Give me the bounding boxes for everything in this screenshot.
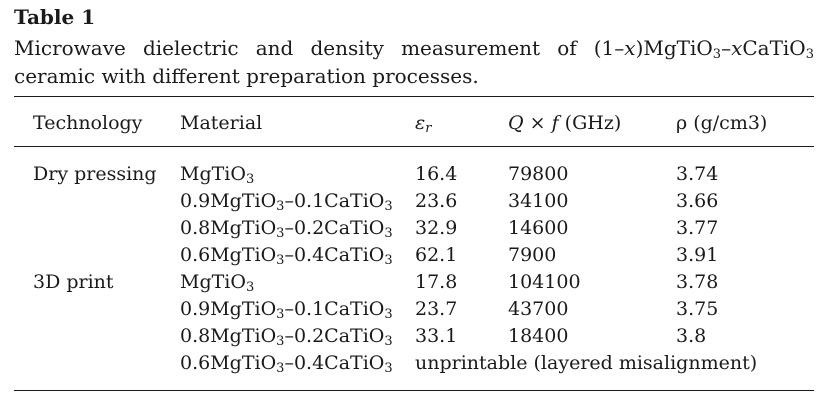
- cell-density: 3.75: [676, 298, 719, 320]
- caption-formula: (1–x)MgTiO3–xCaTiO3: [593, 36, 814, 62]
- cell-epsilon-r: 17.8: [415, 271, 458, 293]
- caption-word: density: [310, 36, 384, 60]
- cell-epsilon-r: 23.6: [415, 190, 458, 212]
- cell-qxf: 79800: [508, 163, 569, 185]
- cell-epsilon-r: 23.7: [415, 298, 458, 320]
- cell-epsilon-r: 16.4: [415, 163, 458, 185]
- cell-density: 3.74: [676, 163, 719, 185]
- cell-technology: Dry pressing: [33, 163, 157, 185]
- caption-line-1: Microwave dielectric and density measure…: [14, 34, 814, 62]
- top-rule: [14, 96, 814, 97]
- cell-qxf: 43700: [508, 298, 569, 320]
- header-density: ρ (g/cm3): [676, 112, 768, 134]
- cell-density: 3.77: [676, 217, 719, 239]
- header-technology: Technology: [33, 112, 143, 134]
- caption-word: Microwave: [14, 36, 126, 60]
- cell-material: 0.8MgTiO3–0.2CaTiO3: [180, 217, 393, 241]
- cell-material: 0.9MgTiO3–0.1CaTiO3: [180, 190, 393, 214]
- caption-word: measurement: [401, 36, 541, 60]
- cell-qxf: 18400: [508, 325, 569, 347]
- cell-density: 3.91: [676, 244, 719, 266]
- bottom-rule: [14, 390, 814, 391]
- cell-density: 3.78: [676, 271, 719, 293]
- cell-material: MgTiO3: [180, 271, 255, 295]
- cell-material: 0.6MgTiO3–0.4CaTiO3: [180, 244, 393, 268]
- cell-material: 0.9MgTiO3–0.1CaTiO3: [180, 298, 393, 322]
- table-label: Table 1: [14, 5, 96, 29]
- caption-word: and: [255, 36, 294, 60]
- cell-epsilon-r: 32.9: [415, 217, 458, 239]
- cell-technology: 3D print: [33, 271, 114, 293]
- table-caption: Microwave dielectric and density measure…: [14, 34, 814, 90]
- caption-word: dielectric: [142, 36, 239, 60]
- header-rule: [14, 146, 814, 147]
- caption-line-2: ceramic with different preparation proce…: [14, 64, 479, 88]
- cell-density: 3.8: [676, 325, 707, 347]
- cell-qxf: 7900: [508, 244, 557, 266]
- header-qxf: Q × f (GHz): [508, 112, 622, 134]
- cell-epsilon-r: 62.1: [415, 244, 458, 266]
- cell-epsilon-r: 33.1: [415, 325, 458, 347]
- cell-note: unprintable (layered misalignment): [415, 352, 758, 374]
- cell-density: 3.66: [676, 190, 719, 212]
- header-epsilon-r: εr: [415, 112, 432, 136]
- cell-material: 0.8MgTiO3–0.2CaTiO3: [180, 325, 393, 349]
- header-material: Material: [180, 112, 263, 134]
- cell-material: 0.6MgTiO3–0.4CaTiO3: [180, 352, 393, 376]
- cell-material: MgTiO3: [180, 163, 255, 187]
- cell-qxf: 34100: [508, 190, 569, 212]
- cell-qxf: 14600: [508, 217, 569, 239]
- caption-word: of: [557, 36, 577, 60]
- cell-qxf: 104100: [508, 271, 581, 293]
